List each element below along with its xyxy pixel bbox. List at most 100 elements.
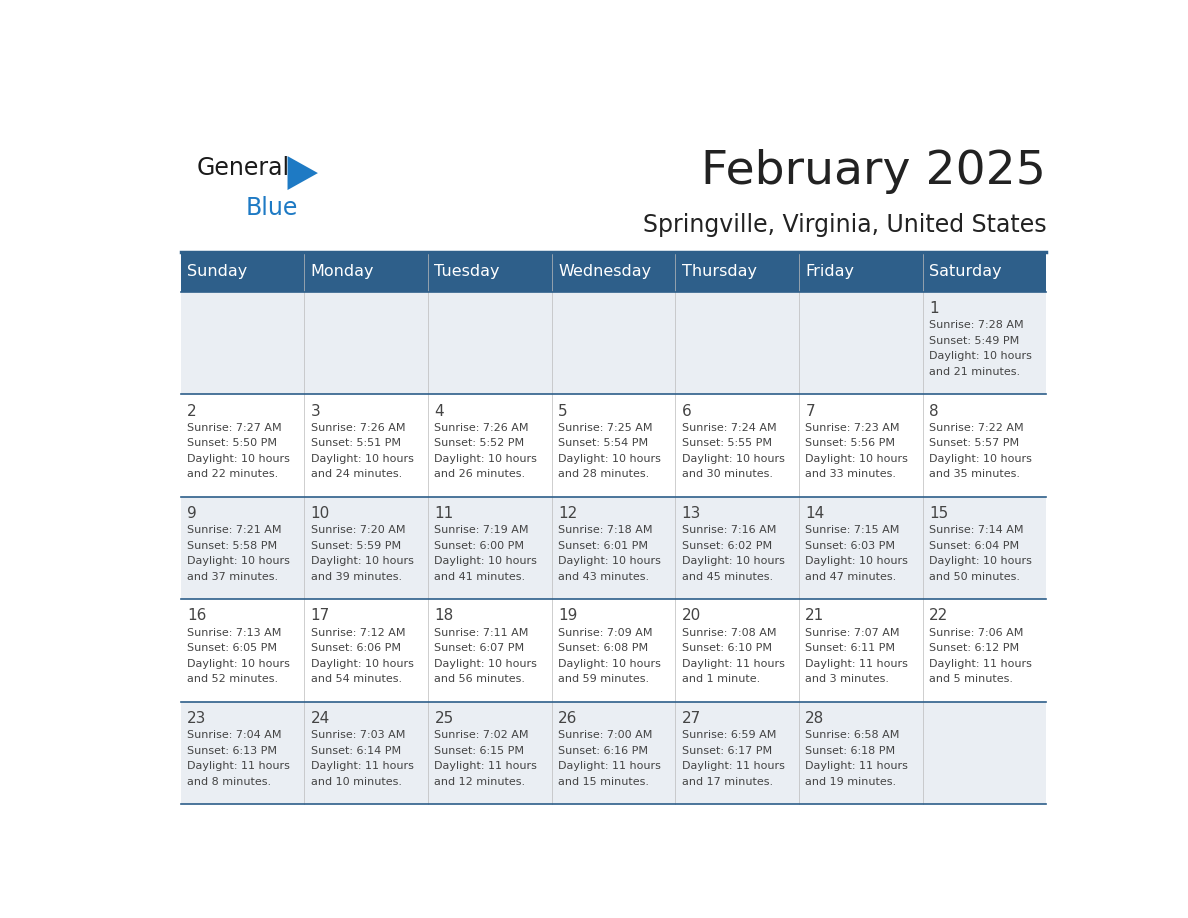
Text: Daylight: 10 hours: Daylight: 10 hours [311,659,413,668]
Text: Sunrise: 7:04 AM: Sunrise: 7:04 AM [188,730,282,740]
Text: and 56 minutes.: and 56 minutes. [435,674,525,684]
Text: Sunrise: 7:21 AM: Sunrise: 7:21 AM [188,525,282,535]
Text: Sunset: 6:10 PM: Sunset: 6:10 PM [682,644,772,653]
Text: 8: 8 [929,404,939,419]
Text: Monday: Monday [311,264,374,279]
Text: Sunrise: 7:09 AM: Sunrise: 7:09 AM [558,628,652,638]
Text: Daylight: 10 hours: Daylight: 10 hours [558,659,661,668]
Text: Sunrise: 7:06 AM: Sunrise: 7:06 AM [929,628,1023,638]
Bar [181,292,1047,395]
Text: 13: 13 [682,506,701,521]
Text: Daylight: 11 hours: Daylight: 11 hours [805,659,909,668]
Text: and 12 minutes.: and 12 minutes. [435,777,525,787]
Text: Sunrise: 7:18 AM: Sunrise: 7:18 AM [558,525,652,535]
Polygon shape [287,156,318,190]
Text: Friday: Friday [805,264,854,279]
Text: Daylight: 10 hours: Daylight: 10 hours [929,556,1032,566]
Text: Sunrise: 7:00 AM: Sunrise: 7:00 AM [558,730,652,740]
Bar [181,599,1047,701]
Text: Daylight: 10 hours: Daylight: 10 hours [188,556,290,566]
Bar [181,701,1047,804]
Text: Sunrise: 7:24 AM: Sunrise: 7:24 AM [682,422,776,432]
Text: Daylight: 10 hours: Daylight: 10 hours [929,352,1032,361]
Text: and 33 minutes.: and 33 minutes. [805,469,897,479]
Text: Daylight: 10 hours: Daylight: 10 hours [311,556,413,566]
Text: 26: 26 [558,711,577,726]
Text: Daylight: 11 hours: Daylight: 11 hours [682,659,784,668]
Text: 5: 5 [558,404,568,419]
Text: 10: 10 [311,506,330,521]
Text: Daylight: 11 hours: Daylight: 11 hours [558,761,661,771]
Text: Daylight: 10 hours: Daylight: 10 hours [682,453,784,464]
Text: Sunrise: 7:28 AM: Sunrise: 7:28 AM [929,320,1024,330]
Text: and 8 minutes.: and 8 minutes. [188,777,271,787]
Text: Sunset: 6:06 PM: Sunset: 6:06 PM [311,644,400,653]
Text: and 52 minutes.: and 52 minutes. [188,674,278,684]
Text: 24: 24 [311,711,330,726]
Text: Sunset: 5:57 PM: Sunset: 5:57 PM [929,438,1019,448]
Text: Wednesday: Wednesday [558,264,651,279]
Text: 23: 23 [188,711,207,726]
Text: Thursday: Thursday [682,264,757,279]
Text: and 19 minutes.: and 19 minutes. [805,777,897,787]
Text: 20: 20 [682,609,701,623]
Text: Sunrise: 7:16 AM: Sunrise: 7:16 AM [682,525,776,535]
Text: 9: 9 [188,506,197,521]
Text: Sunrise: 7:20 AM: Sunrise: 7:20 AM [311,525,405,535]
Text: 7: 7 [805,404,815,419]
Text: 17: 17 [311,609,330,623]
Text: and 15 minutes.: and 15 minutes. [558,777,649,787]
Text: Sunset: 6:14 PM: Sunset: 6:14 PM [311,745,400,756]
Text: Tuesday: Tuesday [435,264,500,279]
Text: and 30 minutes.: and 30 minutes. [682,469,772,479]
Text: 21: 21 [805,609,824,623]
Text: Daylight: 10 hours: Daylight: 10 hours [435,659,537,668]
Text: Saturday: Saturday [929,264,1001,279]
Text: Sunset: 6:03 PM: Sunset: 6:03 PM [805,541,896,551]
Text: and 59 minutes.: and 59 minutes. [558,674,649,684]
Text: 14: 14 [805,506,824,521]
Text: and 24 minutes.: and 24 minutes. [311,469,402,479]
Text: Sunrise: 7:03 AM: Sunrise: 7:03 AM [311,730,405,740]
Text: Daylight: 10 hours: Daylight: 10 hours [435,453,537,464]
Bar [181,252,1047,292]
Text: Daylight: 10 hours: Daylight: 10 hours [435,556,537,566]
Text: 1: 1 [929,301,939,316]
Text: and 50 minutes.: and 50 minutes. [929,572,1020,582]
Text: Daylight: 10 hours: Daylight: 10 hours [929,453,1032,464]
Text: Sunrise: 7:02 AM: Sunrise: 7:02 AM [435,730,529,740]
Text: Sunset: 5:59 PM: Sunset: 5:59 PM [311,541,400,551]
Text: Sunset: 6:18 PM: Sunset: 6:18 PM [805,745,896,756]
Text: and 22 minutes.: and 22 minutes. [188,469,278,479]
Text: Sunset: 6:11 PM: Sunset: 6:11 PM [805,644,896,653]
Text: Daylight: 11 hours: Daylight: 11 hours [435,761,537,771]
Text: Springville, Virginia, United States: Springville, Virginia, United States [643,213,1047,237]
Text: Daylight: 10 hours: Daylight: 10 hours [682,556,784,566]
Text: and 3 minutes.: and 3 minutes. [805,674,890,684]
Text: Daylight: 10 hours: Daylight: 10 hours [805,453,909,464]
Text: Sunrise: 7:25 AM: Sunrise: 7:25 AM [558,422,652,432]
Text: and 28 minutes.: and 28 minutes. [558,469,650,479]
Text: Sunrise: 7:19 AM: Sunrise: 7:19 AM [435,525,529,535]
Text: Sunrise: 7:26 AM: Sunrise: 7:26 AM [311,422,405,432]
Text: General: General [196,156,290,180]
Text: Daylight: 10 hours: Daylight: 10 hours [805,556,909,566]
Text: Sunset: 6:07 PM: Sunset: 6:07 PM [435,644,525,653]
Text: Sunset: 6:17 PM: Sunset: 6:17 PM [682,745,772,756]
Text: and 1 minute.: and 1 minute. [682,674,760,684]
Text: and 37 minutes.: and 37 minutes. [188,572,278,582]
Text: Sunset: 5:54 PM: Sunset: 5:54 PM [558,438,649,448]
Text: Sunrise: 7:07 AM: Sunrise: 7:07 AM [805,628,899,638]
Text: Sunrise: 7:11 AM: Sunrise: 7:11 AM [435,628,529,638]
Text: and 54 minutes.: and 54 minutes. [311,674,402,684]
Text: Sunrise: 7:13 AM: Sunrise: 7:13 AM [188,628,282,638]
Text: Sunset: 6:13 PM: Sunset: 6:13 PM [188,745,277,756]
Text: and 17 minutes.: and 17 minutes. [682,777,773,787]
Text: 27: 27 [682,711,701,726]
Text: Daylight: 11 hours: Daylight: 11 hours [682,761,784,771]
Text: and 41 minutes.: and 41 minutes. [435,572,525,582]
Text: 3: 3 [311,404,321,419]
Text: 18: 18 [435,609,454,623]
Text: Sunrise: 7:14 AM: Sunrise: 7:14 AM [929,525,1024,535]
Text: Daylight: 10 hours: Daylight: 10 hours [311,453,413,464]
